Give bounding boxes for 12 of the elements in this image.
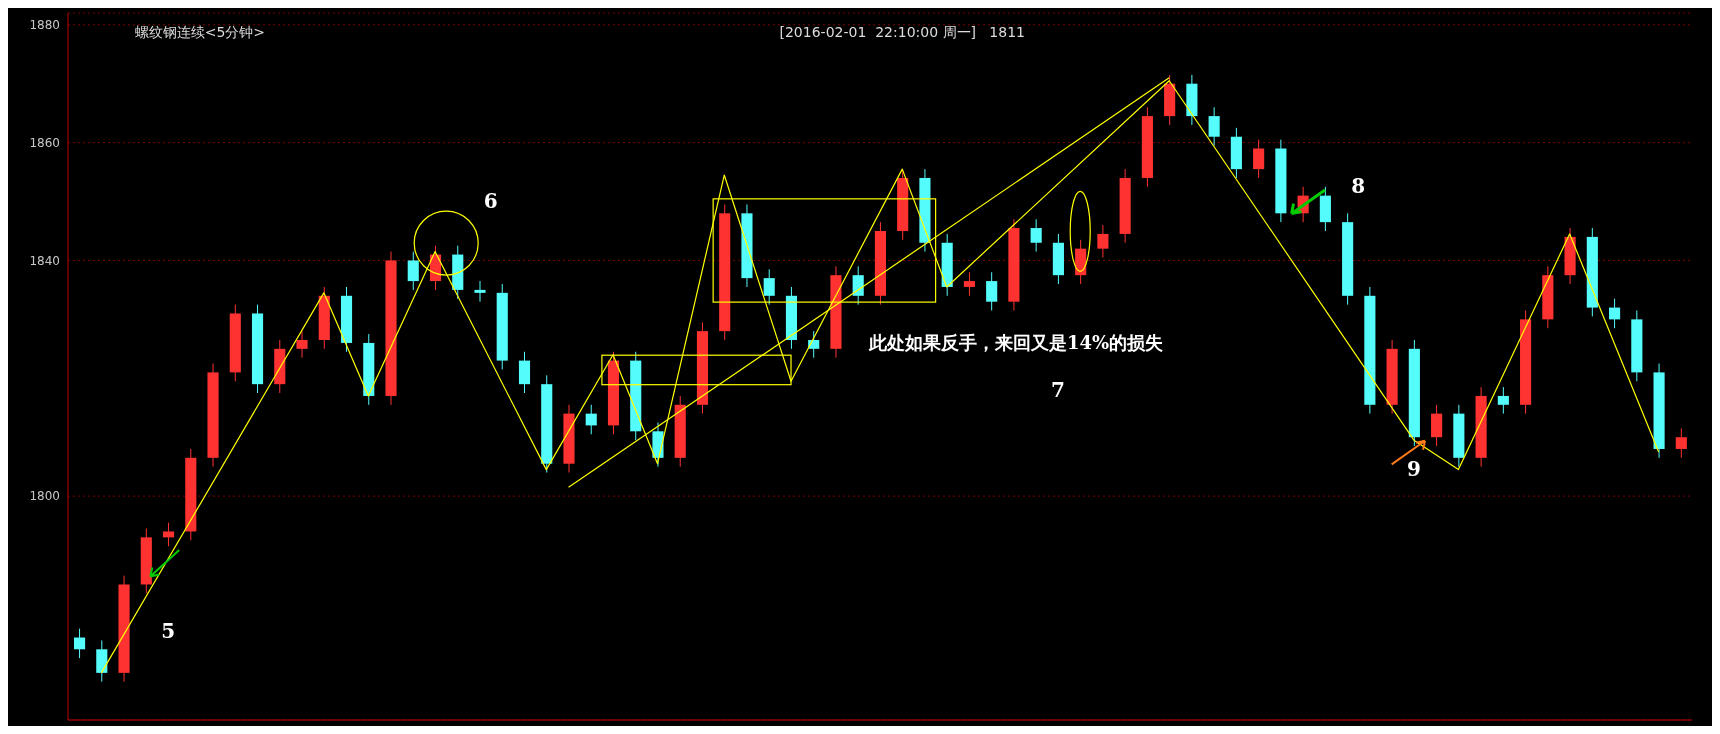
annotation: 5 [161, 619, 176, 644]
text: [2016-02-01 22:10:00 周一] 1811 [779, 23, 1025, 40]
annotation: 9 [1406, 457, 1421, 482]
annotation: 此处如果反手，来回又是14%的损失 [867, 332, 1164, 354]
y-tick-label: 1860 [29, 135, 60, 150]
text: 螺纹钢连续<5分钟> [134, 23, 266, 40]
annotation: 8 [1351, 173, 1366, 198]
y-tick-label: 1880 [29, 18, 60, 33]
annotation: 7 [1051, 377, 1065, 402]
y-tick-label: 1800 [29, 489, 60, 504]
y-tick-label: 1840 [29, 253, 60, 268]
annotation: 6 [483, 188, 498, 213]
